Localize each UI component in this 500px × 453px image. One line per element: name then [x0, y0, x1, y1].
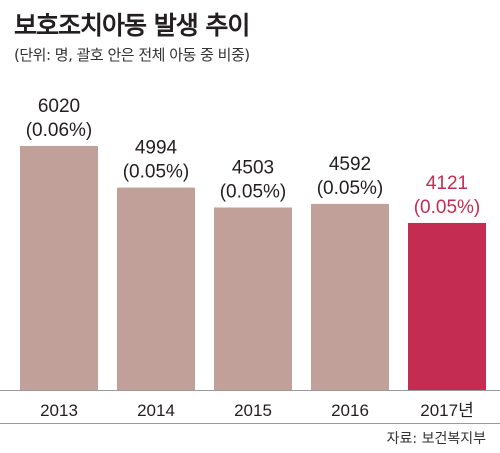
bar-value-label: 4592 — [329, 154, 371, 175]
x-tick-label: 2017년 — [420, 401, 473, 420]
bar-value-label: 4503 — [232, 157, 274, 178]
bar-value-label: 4121 — [426, 173, 468, 194]
bar — [20, 146, 98, 390]
bar-share-label: (0.05%) — [220, 181, 287, 202]
bar-share-label: (0.05%) — [317, 178, 384, 199]
bar — [408, 222, 486, 390]
x-tick-label: 2014 — [137, 401, 175, 420]
bar — [311, 203, 389, 390]
bar-value-label: 6020 — [38, 96, 80, 117]
bar-value-label: 4994 — [135, 138, 178, 159]
bar — [214, 207, 292, 390]
bar — [117, 187, 195, 390]
bar-share-label: (0.06%) — [26, 120, 93, 141]
chart-subtitle: (단위: 명, 괄호 안은 전체 아동 중 비중) — [14, 46, 250, 64]
chart-title: 보호조치아동 발생 추이 — [14, 11, 250, 40]
x-tick-label: 2013 — [40, 401, 78, 420]
x-tick-label: 2015 — [234, 401, 272, 420]
bar-share-label: (0.05%) — [123, 162, 190, 183]
bar-share-label: (0.05%) — [414, 197, 481, 218]
source-note: 자료: 보건복지부 — [386, 431, 486, 447]
x-tick-label: 2016 — [331, 401, 369, 420]
